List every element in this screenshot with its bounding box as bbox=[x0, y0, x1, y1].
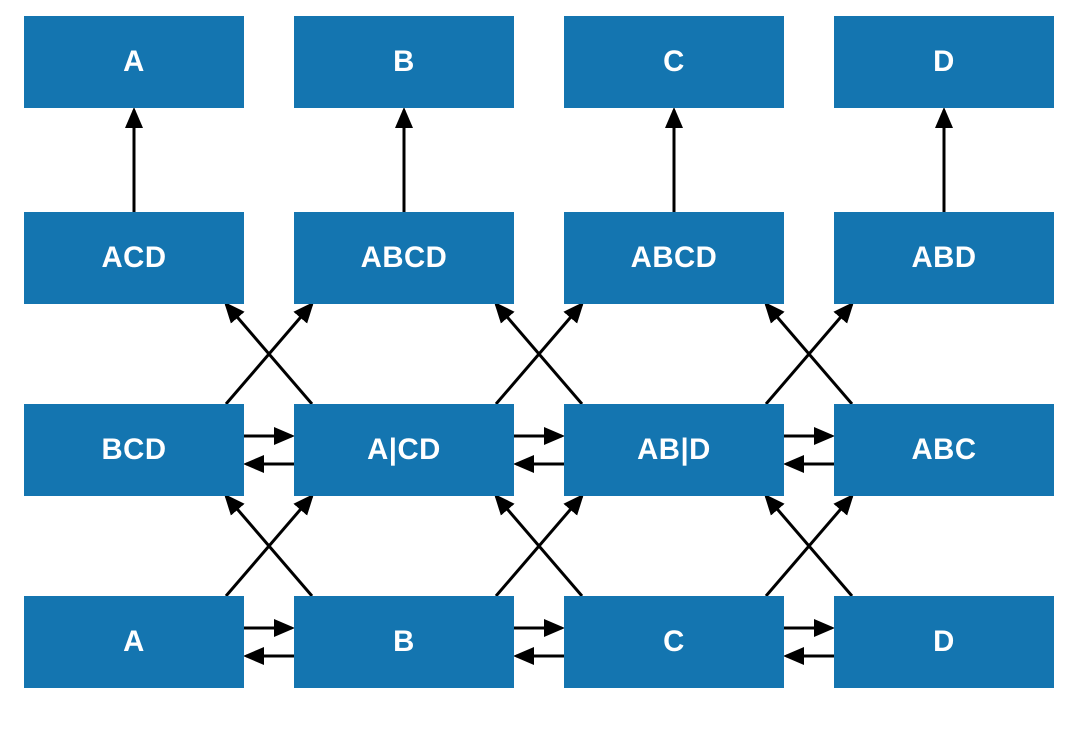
node-label: D bbox=[933, 45, 955, 79]
diagram-node: ABD bbox=[834, 212, 1054, 304]
diagram-canvas: ABCDACDABCDABCDABDBCDA|CDAB|DABCABCD bbox=[0, 0, 1080, 740]
diagram-node: ABCD bbox=[294, 212, 514, 304]
node-label: A bbox=[123, 625, 145, 659]
node-label: C bbox=[663, 45, 685, 79]
node-label: ABC bbox=[911, 433, 976, 467]
diagram-node: ABC bbox=[834, 404, 1054, 496]
node-label: A|CD bbox=[367, 433, 441, 467]
diagram-node: A bbox=[24, 16, 244, 108]
diagram-node: B bbox=[294, 596, 514, 688]
diagram-node: C bbox=[564, 596, 784, 688]
node-label: ACD bbox=[101, 241, 166, 275]
diagram-node: BCD bbox=[24, 404, 244, 496]
node-label: C bbox=[663, 625, 685, 659]
node-label: B bbox=[393, 45, 415, 79]
diagram-node: AB|D bbox=[564, 404, 784, 496]
diagram-node: C bbox=[564, 16, 784, 108]
node-label: AB|D bbox=[637, 433, 711, 467]
node-label: ABCD bbox=[631, 241, 718, 275]
diagram-node: D bbox=[834, 596, 1054, 688]
diagram-node: A bbox=[24, 596, 244, 688]
diagram-node: A|CD bbox=[294, 404, 514, 496]
diagram-node: ACD bbox=[24, 212, 244, 304]
node-label: BCD bbox=[101, 433, 166, 467]
diagram-node: D bbox=[834, 16, 1054, 108]
node-label: D bbox=[933, 625, 955, 659]
node-label: A bbox=[123, 45, 145, 79]
diagram-node: B bbox=[294, 16, 514, 108]
diagram-node: ABCD bbox=[564, 212, 784, 304]
node-label: B bbox=[393, 625, 415, 659]
node-label: ABCD bbox=[361, 241, 448, 275]
node-label: ABD bbox=[911, 241, 976, 275]
